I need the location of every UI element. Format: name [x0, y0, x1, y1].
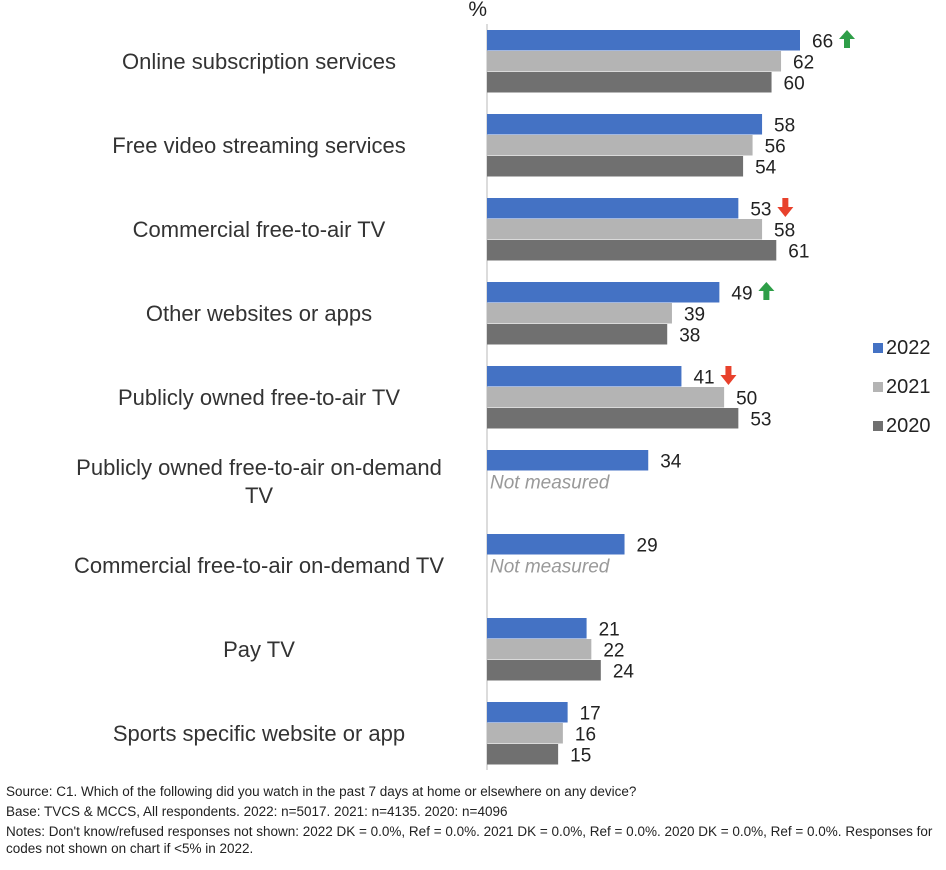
category-label: Publicly owned free-to-air TV — [118, 385, 400, 410]
bar-2020 — [487, 240, 777, 261]
bar-2021 — [487, 135, 753, 156]
unit-label: % — [468, 0, 487, 21]
bar-2021 — [487, 51, 782, 72]
data-label: 38 — [679, 326, 700, 347]
bar-2021 — [487, 387, 725, 408]
category-label: Sports specific website or app — [113, 721, 405, 746]
category-label: Pay TV — [223, 637, 295, 662]
bar-2020 — [487, 156, 744, 177]
bar-2022 — [487, 618, 587, 639]
data-label: 62 — [793, 53, 814, 74]
legend-swatch-2020 — [873, 421, 883, 431]
data-label: 50 — [736, 389, 757, 410]
data-label: 54 — [755, 158, 777, 179]
data-label: 34 — [660, 452, 682, 473]
category-label: Other websites or apps — [146, 301, 372, 326]
chart-notes: Source: C1. Which of the following did y… — [6, 783, 942, 860]
bar-2020 — [487, 660, 601, 681]
not-measured-label: Not measured — [490, 557, 611, 578]
bar-2021 — [487, 639, 592, 660]
arrow-up-icon — [839, 30, 855, 48]
bar-2020 — [487, 408, 739, 429]
bar-2022 — [487, 702, 568, 723]
bar-2022 — [487, 30, 800, 51]
arrow-down-icon — [720, 366, 737, 385]
data-label: 21 — [599, 620, 620, 641]
data-label: 53 — [750, 410, 771, 431]
data-label: 58 — [774, 116, 795, 137]
bar-2022 — [487, 114, 763, 135]
source-note: Source: C1. Which of the following did y… — [6, 784, 637, 799]
category-label: Online subscription services — [122, 49, 396, 74]
data-label: 66 — [812, 32, 833, 53]
data-label: 41 — [693, 368, 714, 389]
data-label: 29 — [637, 536, 658, 557]
data-label: 60 — [784, 74, 805, 95]
data-label: 56 — [765, 137, 786, 158]
bar-2021 — [487, 303, 672, 324]
bar-2022 — [487, 366, 682, 387]
bar-2022 — [487, 198, 739, 219]
notes-text: Notes: Don't know/refused responses not … — [6, 824, 933, 856]
data-label: 17 — [580, 704, 601, 725]
arrow-up-icon — [758, 282, 775, 300]
not-measured-label: Not measured — [490, 473, 611, 494]
data-label: 53 — [750, 200, 771, 221]
category-label: Publicly owned free-to-air on-demand — [76, 455, 442, 480]
category-label: TV — [245, 483, 273, 508]
data-label: 15 — [570, 746, 591, 767]
bar-2020 — [487, 324, 668, 345]
data-label: 22 — [603, 641, 624, 662]
legend-swatch-2022 — [873, 343, 883, 353]
data-label: 49 — [731, 284, 752, 305]
category-label: Commercial free-to-air on-demand TV — [74, 553, 444, 578]
bar-2021 — [487, 219, 763, 240]
legend-label: 2022 — [886, 337, 931, 359]
category-label: Commercial free-to-air TV — [133, 217, 386, 242]
legend-swatch-2021 — [873, 382, 883, 392]
bar-2021 — [487, 723, 563, 744]
bar-2022 — [487, 282, 720, 303]
bar-2022 — [487, 450, 649, 471]
bar-2020 — [487, 72, 772, 93]
bar-2020 — [487, 744, 559, 765]
data-label: 58 — [774, 221, 795, 242]
base-note: Base: TVCS & MCCS, All respondents. 2022… — [6, 804, 508, 819]
data-label: 61 — [788, 242, 809, 263]
data-label: 39 — [684, 305, 705, 326]
data-label: 16 — [575, 725, 596, 746]
data-label: 24 — [613, 662, 635, 683]
bar-2022 — [487, 534, 625, 555]
category-label: Free video streaming services — [112, 133, 405, 158]
arrow-down-icon — [777, 198, 794, 217]
legend-label: 2021 — [886, 376, 931, 398]
legend-label: 2020 — [886, 415, 931, 437]
